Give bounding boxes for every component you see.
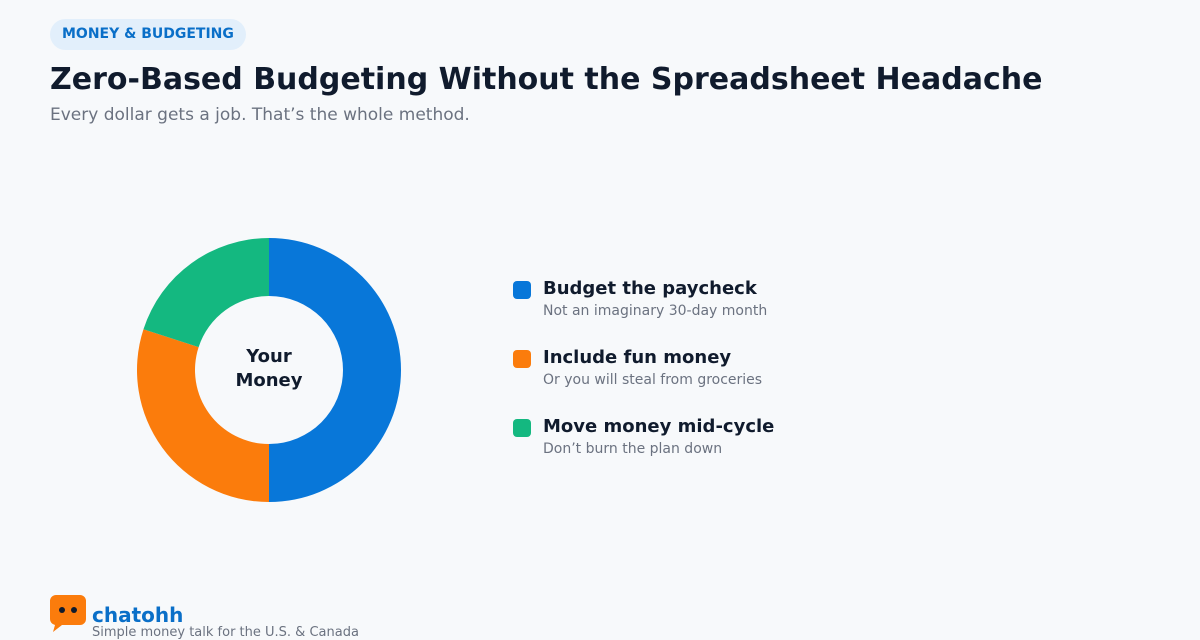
legend-swatch bbox=[513, 350, 531, 368]
legend-item: Move money mid-cycle Don’t burn the plan … bbox=[513, 415, 774, 484]
legend-item: Include fun money Or you will steal from … bbox=[513, 346, 774, 415]
legend-item: Budget the paycheck Not an imaginary 30-d… bbox=[513, 277, 774, 346]
page-subtitle: Every dollar gets a job. That’s the whol… bbox=[50, 105, 470, 125]
brand-tagline: Simple money talk for the U.S. & Canada bbox=[92, 625, 359, 640]
donut-segment bbox=[137, 329, 269, 502]
legend-description: Or you will steal from groceries bbox=[543, 372, 763, 388]
legend-label: Move money mid-cycle bbox=[543, 416, 775, 437]
legend-label: Budget the paycheck bbox=[543, 278, 757, 299]
logo bbox=[50, 595, 86, 632]
brand-name[interactable]: chatohh bbox=[92, 603, 184, 627]
legend-swatch bbox=[513, 419, 531, 437]
legend-description: Not an imaginary 30-day month bbox=[543, 303, 768, 319]
donut-segment bbox=[143, 238, 269, 348]
category-badge[interactable]: MONEY & BUDGETING bbox=[50, 19, 246, 50]
center-label: Your Money bbox=[235, 346, 303, 391]
legend: Budget the paycheck Not an imaginary 30-d… bbox=[513, 277, 774, 484]
page-title: Zero-Based Budgeting Without the Spreads… bbox=[50, 62, 1043, 97]
donut-chart bbox=[137, 238, 401, 502]
legend-swatch bbox=[513, 281, 531, 299]
donut-segment bbox=[269, 238, 401, 502]
legend-description: Don’t burn the plan down bbox=[543, 441, 723, 457]
legend-label: Include fun money bbox=[543, 347, 732, 368]
